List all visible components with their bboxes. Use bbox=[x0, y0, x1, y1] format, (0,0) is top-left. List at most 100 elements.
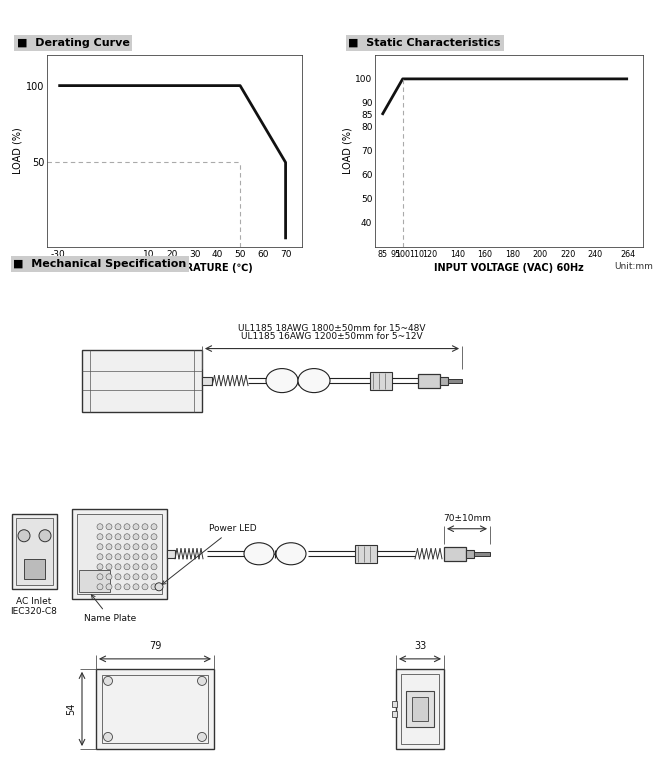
Circle shape bbox=[133, 564, 139, 570]
X-axis label: AMBIENT TEMPERATURE (℃): AMBIENT TEMPERATURE (℃) bbox=[96, 263, 253, 273]
Circle shape bbox=[151, 524, 157, 530]
Circle shape bbox=[39, 530, 51, 542]
Circle shape bbox=[142, 544, 148, 550]
Bar bbox=[102, 675, 208, 743]
Text: Power LED: Power LED bbox=[162, 524, 257, 584]
Circle shape bbox=[151, 574, 157, 580]
Circle shape bbox=[151, 564, 157, 570]
Circle shape bbox=[151, 544, 157, 550]
Bar bbox=[401, 674, 439, 744]
Text: AC Inlet: AC Inlet bbox=[16, 597, 52, 606]
Text: IEC320-C8: IEC320-C8 bbox=[11, 607, 58, 615]
Circle shape bbox=[103, 732, 113, 742]
Bar bbox=[24, 559, 45, 579]
Circle shape bbox=[106, 544, 112, 550]
Circle shape bbox=[115, 584, 121, 590]
Circle shape bbox=[198, 732, 206, 742]
Bar bbox=[392, 711, 397, 717]
Circle shape bbox=[142, 554, 148, 560]
Bar bbox=[448, 379, 462, 383]
Text: ■  Derating Curve: ■ Derating Curve bbox=[17, 38, 129, 48]
Circle shape bbox=[133, 554, 139, 560]
Bar bbox=[96, 669, 214, 749]
Circle shape bbox=[97, 534, 103, 539]
Bar bbox=[444, 546, 466, 561]
Bar bbox=[412, 697, 428, 721]
Circle shape bbox=[155, 583, 163, 591]
Ellipse shape bbox=[244, 543, 274, 564]
Circle shape bbox=[18, 530, 30, 542]
Circle shape bbox=[142, 534, 148, 539]
Circle shape bbox=[124, 584, 130, 590]
Circle shape bbox=[97, 584, 103, 590]
Circle shape bbox=[115, 524, 121, 530]
Circle shape bbox=[106, 534, 112, 539]
Ellipse shape bbox=[298, 368, 330, 393]
Circle shape bbox=[198, 677, 206, 685]
Bar bbox=[16, 517, 53, 585]
Ellipse shape bbox=[266, 368, 298, 393]
Text: ■  Static Characteristics: ■ Static Characteristics bbox=[348, 38, 501, 48]
Circle shape bbox=[151, 554, 157, 560]
Circle shape bbox=[142, 574, 148, 580]
Circle shape bbox=[124, 544, 130, 550]
Circle shape bbox=[115, 544, 121, 550]
Bar bbox=[396, 669, 444, 749]
Bar bbox=[466, 550, 474, 557]
Bar bbox=[79, 570, 110, 592]
Circle shape bbox=[97, 544, 103, 550]
Bar bbox=[202, 376, 212, 385]
Circle shape bbox=[151, 584, 157, 590]
Circle shape bbox=[151, 534, 157, 539]
Bar bbox=[12, 514, 57, 589]
Circle shape bbox=[133, 584, 139, 590]
Bar bbox=[72, 509, 167, 599]
Circle shape bbox=[142, 564, 148, 570]
Circle shape bbox=[106, 574, 112, 580]
Circle shape bbox=[124, 534, 130, 539]
Circle shape bbox=[133, 534, 139, 539]
Y-axis label: LOAD (%): LOAD (%) bbox=[342, 128, 352, 174]
Circle shape bbox=[97, 524, 103, 530]
Circle shape bbox=[133, 544, 139, 550]
Circle shape bbox=[124, 564, 130, 570]
Bar bbox=[77, 514, 162, 593]
Text: Unit:mm: Unit:mm bbox=[614, 262, 653, 271]
Text: 70±10mm: 70±10mm bbox=[443, 514, 491, 523]
Circle shape bbox=[115, 564, 121, 570]
Circle shape bbox=[97, 574, 103, 580]
Bar bbox=[474, 552, 490, 556]
Bar bbox=[167, 550, 175, 557]
Circle shape bbox=[106, 554, 112, 560]
Y-axis label: LOAD (%): LOAD (%) bbox=[13, 128, 23, 174]
Circle shape bbox=[115, 574, 121, 580]
Circle shape bbox=[103, 677, 113, 685]
Circle shape bbox=[115, 554, 121, 560]
Bar bbox=[418, 374, 440, 387]
Bar bbox=[406, 691, 434, 727]
Circle shape bbox=[133, 574, 139, 580]
Circle shape bbox=[115, 534, 121, 539]
Text: UL1185 18AWG 1800±50mm for 15~48V: UL1185 18AWG 1800±50mm for 15~48V bbox=[239, 324, 425, 332]
Circle shape bbox=[124, 524, 130, 530]
Text: 54: 54 bbox=[66, 702, 76, 715]
Circle shape bbox=[133, 524, 139, 530]
Text: ■  Mechanical Specification: ■ Mechanical Specification bbox=[13, 260, 187, 269]
Bar bbox=[355, 545, 377, 563]
Bar bbox=[370, 372, 392, 390]
Text: Name Plate: Name Plate bbox=[84, 595, 136, 622]
Bar bbox=[82, 350, 202, 412]
Bar bbox=[392, 701, 397, 707]
Circle shape bbox=[106, 524, 112, 530]
Circle shape bbox=[142, 524, 148, 530]
Circle shape bbox=[106, 584, 112, 590]
X-axis label: INPUT VOLTAGE (VAC) 60Hz: INPUT VOLTAGE (VAC) 60Hz bbox=[434, 263, 584, 273]
Text: 33: 33 bbox=[414, 641, 426, 651]
Circle shape bbox=[97, 554, 103, 560]
Circle shape bbox=[142, 584, 148, 590]
Circle shape bbox=[97, 564, 103, 570]
Circle shape bbox=[106, 564, 112, 570]
Bar bbox=[440, 376, 448, 385]
Ellipse shape bbox=[276, 543, 306, 564]
Circle shape bbox=[124, 574, 130, 580]
